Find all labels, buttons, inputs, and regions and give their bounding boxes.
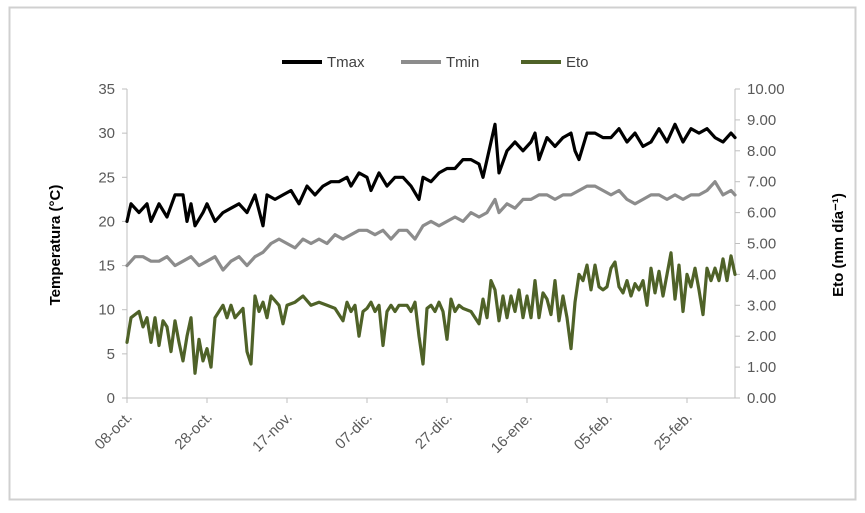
- y-left-tick-labels: 0 5 10 15 20 25 30 35: [98, 81, 127, 407]
- series-line-tmin: [125, 180, 737, 272]
- legend-label-tmax: Tmax: [327, 54, 365, 71]
- y-right-tick-label: 0.00: [747, 390, 776, 407]
- y-axis-left-title: Temperatura (°C): [47, 185, 64, 306]
- y-right-tick-label: 9.00: [747, 112, 776, 129]
- y-left-tick-label: 35: [98, 81, 115, 98]
- y-left-tick-label: 0: [107, 390, 115, 407]
- series-line-tmax: [125, 122, 737, 228]
- y-right-tick-label: 10.00: [747, 81, 785, 98]
- legend-item-tmin: Tmin: [401, 54, 479, 71]
- y-right-tick-label: 5.00: [747, 236, 776, 253]
- series-group: [125, 122, 737, 375]
- legend-item-tmax: Tmax: [282, 54, 365, 71]
- y-left-tick-label: 10: [98, 302, 115, 319]
- legend: Tmax Tmin Eto: [282, 54, 589, 71]
- y-right-tick-label: 3.00: [747, 297, 776, 314]
- y-left-tick-label: 25: [98, 169, 115, 186]
- y-right-tick-label: 6.00: [747, 205, 776, 222]
- y-right-tick-label: 7.00: [747, 174, 776, 191]
- y-axis-right-title: Eto (mm día⁻¹): [830, 193, 847, 297]
- series-line-eto: [125, 251, 737, 375]
- legend-label-tmin: Tmin: [446, 54, 479, 71]
- legend-label-eto: Eto: [566, 54, 589, 71]
- y-right-tick-label: 1.00: [747, 359, 776, 376]
- y-right-tick-label: 8.00: [747, 143, 776, 160]
- y-right-tick-label: 4.00: [747, 266, 776, 283]
- legend-item-eto: Eto: [521, 54, 589, 71]
- chart-border: [8, 6, 857, 501]
- y-left-tick-label: 5: [107, 346, 115, 363]
- y-left-tick-label: 20: [98, 213, 115, 230]
- y-left-tick-label: 15: [98, 258, 115, 275]
- y-right-tick-label: 2.00: [747, 328, 776, 345]
- y-left-tick-label: 30: [98, 125, 115, 142]
- y-right-tick-labels: 0.00 1.00 2.00 3.00 4.00 5.00 6.00 7.00 8.00 9.00…: [735, 81, 785, 407]
